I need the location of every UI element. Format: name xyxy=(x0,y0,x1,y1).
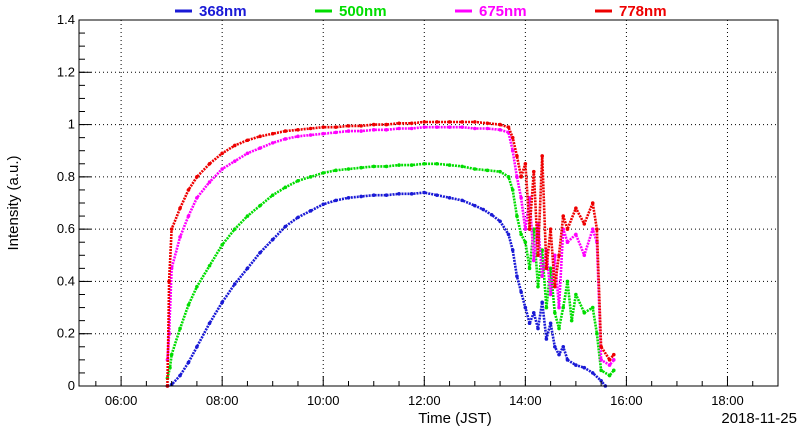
y-tick-label: 0.8 xyxy=(57,169,75,184)
x-tick-label: 08:00 xyxy=(206,393,239,408)
y-tick-label: 1.2 xyxy=(57,64,75,79)
x-tick-label: 10:00 xyxy=(307,393,340,408)
plot-frame xyxy=(78,19,779,387)
x-tick-label: 16:00 xyxy=(610,393,643,408)
x-tick-label: 14:00 xyxy=(509,393,542,408)
date-label: 2018-11-25 xyxy=(721,410,797,427)
series-778nm xyxy=(165,120,616,388)
legend-entry: 368nm xyxy=(199,3,247,20)
legend-entry: 500nm xyxy=(339,3,387,20)
legend-entry: 675nm xyxy=(479,3,527,20)
grid xyxy=(79,19,778,387)
y-tick-label: 0.4 xyxy=(57,273,75,288)
legend: 368nm 500nm 675nm 778nm xyxy=(175,3,667,20)
y-tick-label: 0.2 xyxy=(57,326,75,341)
y-tick-label: 1 xyxy=(68,117,75,132)
axis-ticks: 06:00 08:00 10:00 12:00 14:00 16:00 18:00 0 0.2 0… xyxy=(57,12,779,408)
series-line xyxy=(166,120,615,387)
y-tick-label: 0.6 xyxy=(57,221,75,236)
x-axis-label: Time (JST) xyxy=(418,410,492,427)
data-points xyxy=(165,120,616,388)
series-368nm xyxy=(165,190,608,388)
y-tick-label: 0 xyxy=(68,378,75,393)
x-tick-label: 12:00 xyxy=(408,393,441,408)
series-line xyxy=(166,125,615,367)
y-axis-label: Intensity (a.u.) xyxy=(5,155,22,250)
series-line xyxy=(166,191,607,388)
legend-entry: 778nm xyxy=(619,3,667,20)
y-tick-label: 1.4 xyxy=(57,12,75,27)
x-tick-label: 06:00 xyxy=(105,393,138,408)
x-tick-label: 18:00 xyxy=(711,393,744,408)
